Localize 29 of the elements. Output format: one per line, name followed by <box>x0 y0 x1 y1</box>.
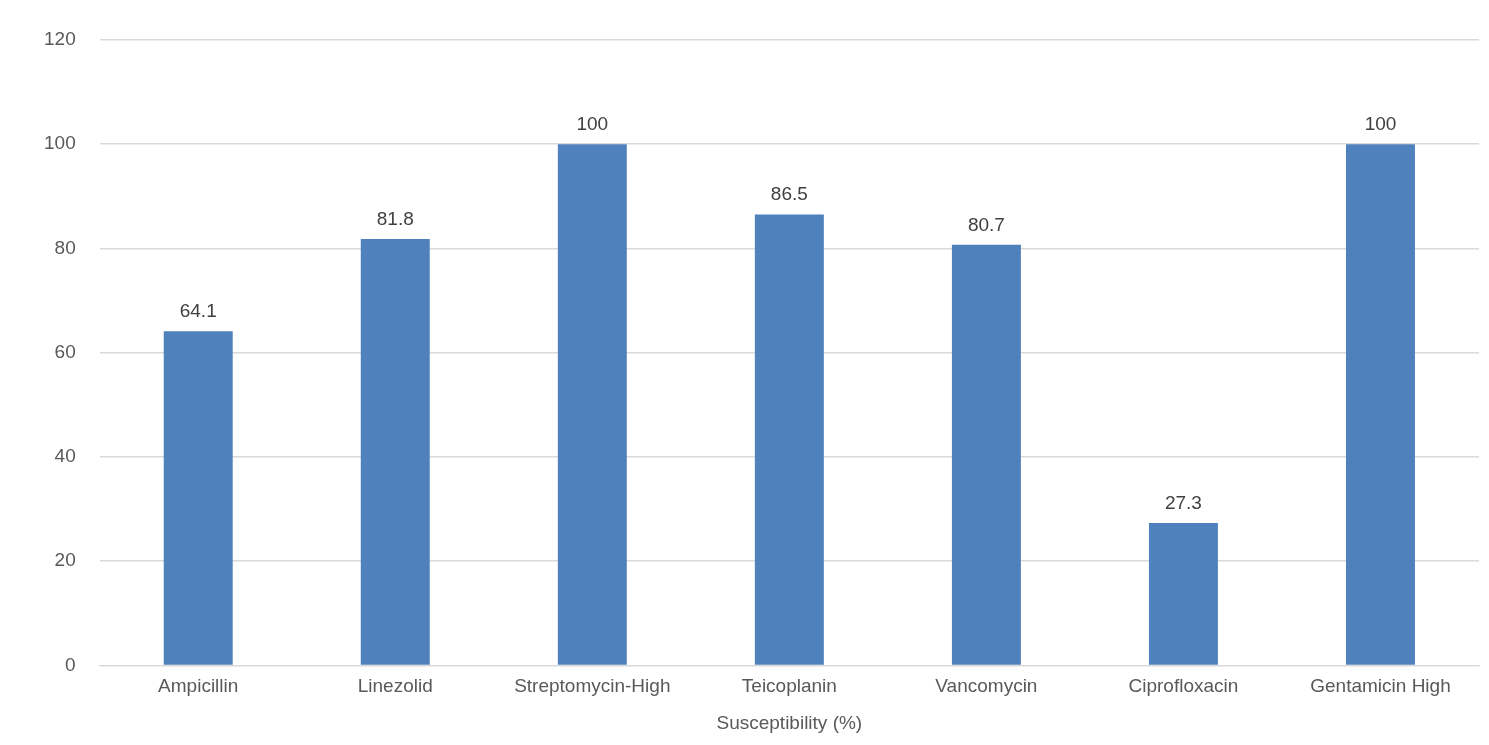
bar <box>360 239 430 665</box>
y-tick-label: 0 <box>65 653 76 675</box>
data-label: 27.3 <box>1164 491 1202 513</box>
data-label: 100 <box>1364 112 1397 134</box>
bar <box>1148 523 1218 665</box>
data-label: 86.5 <box>770 183 808 205</box>
x-tick-label: Ampicillin <box>158 675 239 697</box>
x-tick-label: Linezolid <box>357 675 433 697</box>
bar <box>1346 144 1415 665</box>
y-tick-label: 80 <box>54 236 76 258</box>
data-label: 80.7 <box>967 213 1005 235</box>
data-label: 81.8 <box>376 207 414 229</box>
x-tick-label: Ciprofloxacin <box>1128 675 1239 697</box>
data-label: 100 <box>576 112 609 134</box>
x-tick-label: Teicoplanin <box>741 675 837 697</box>
x-tick-label: Gentamicin High <box>1310 675 1451 697</box>
x-axis-title: Susceptibility (%) <box>716 711 863 733</box>
y-tick-label: 100 <box>44 132 76 154</box>
x-tick-label: Streptomycin-High <box>514 675 671 697</box>
bar <box>754 214 824 665</box>
x-tick-label: Vancomycin <box>935 675 1038 697</box>
bar <box>163 331 233 665</box>
y-tick-label: 60 <box>54 340 76 362</box>
y-tick-label: 40 <box>54 445 76 467</box>
data-label: 64.1 <box>179 300 217 322</box>
bar <box>951 244 1021 665</box>
y-tick-label: 20 <box>54 549 76 571</box>
bar <box>557 144 627 665</box>
y-tick-label: 120 <box>44 28 76 50</box>
